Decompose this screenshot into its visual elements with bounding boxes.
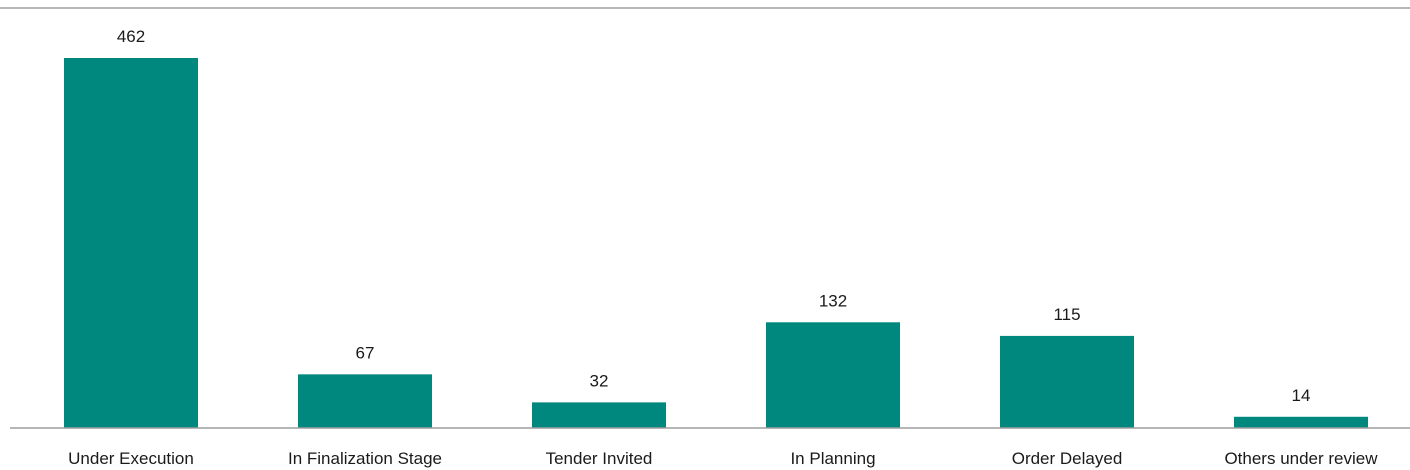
category-label-2: Tender Invited — [546, 449, 653, 468]
value-label-3: 132 — [819, 291, 847, 310]
value-label-1: 67 — [356, 343, 375, 362]
category-label-4: Order Delayed — [1012, 449, 1123, 468]
value-label-4: 115 — [1053, 305, 1080, 324]
value-labels-group: 462 67 32 132 115 14 — [117, 27, 1311, 405]
category-label-3: In Planning — [790, 449, 875, 468]
category-label-5: Others under review — [1224, 449, 1378, 468]
bar-1 — [298, 374, 432, 428]
bar-0 — [64, 58, 198, 428]
bars-group — [64, 58, 1368, 428]
bar-5 — [1234, 416, 1368, 428]
category-label-1: In Finalization Stage — [288, 449, 442, 468]
bar-4 — [1000, 335, 1134, 428]
value-label-5: 14 — [1292, 386, 1311, 405]
value-label-0: 462 — [117, 27, 145, 46]
value-label-2: 32 — [590, 371, 609, 390]
category-labels-group: Under Execution In Finalization Stage Tend… — [68, 449, 1378, 468]
category-label-0: Under Execution — [68, 449, 194, 468]
bar-2 — [532, 402, 666, 428]
bar-3 — [766, 322, 900, 428]
